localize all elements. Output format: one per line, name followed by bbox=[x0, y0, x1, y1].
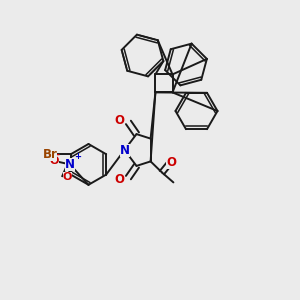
Text: O: O bbox=[166, 155, 176, 169]
Text: N: N bbox=[65, 158, 75, 171]
Text: +: + bbox=[74, 152, 81, 161]
Text: O: O bbox=[114, 114, 124, 128]
Text: -: - bbox=[56, 150, 60, 160]
Text: O: O bbox=[49, 156, 59, 167]
Text: Br: Br bbox=[42, 148, 57, 161]
Text: O: O bbox=[63, 172, 72, 182]
Text: N: N bbox=[119, 143, 130, 157]
Text: O: O bbox=[114, 172, 124, 186]
